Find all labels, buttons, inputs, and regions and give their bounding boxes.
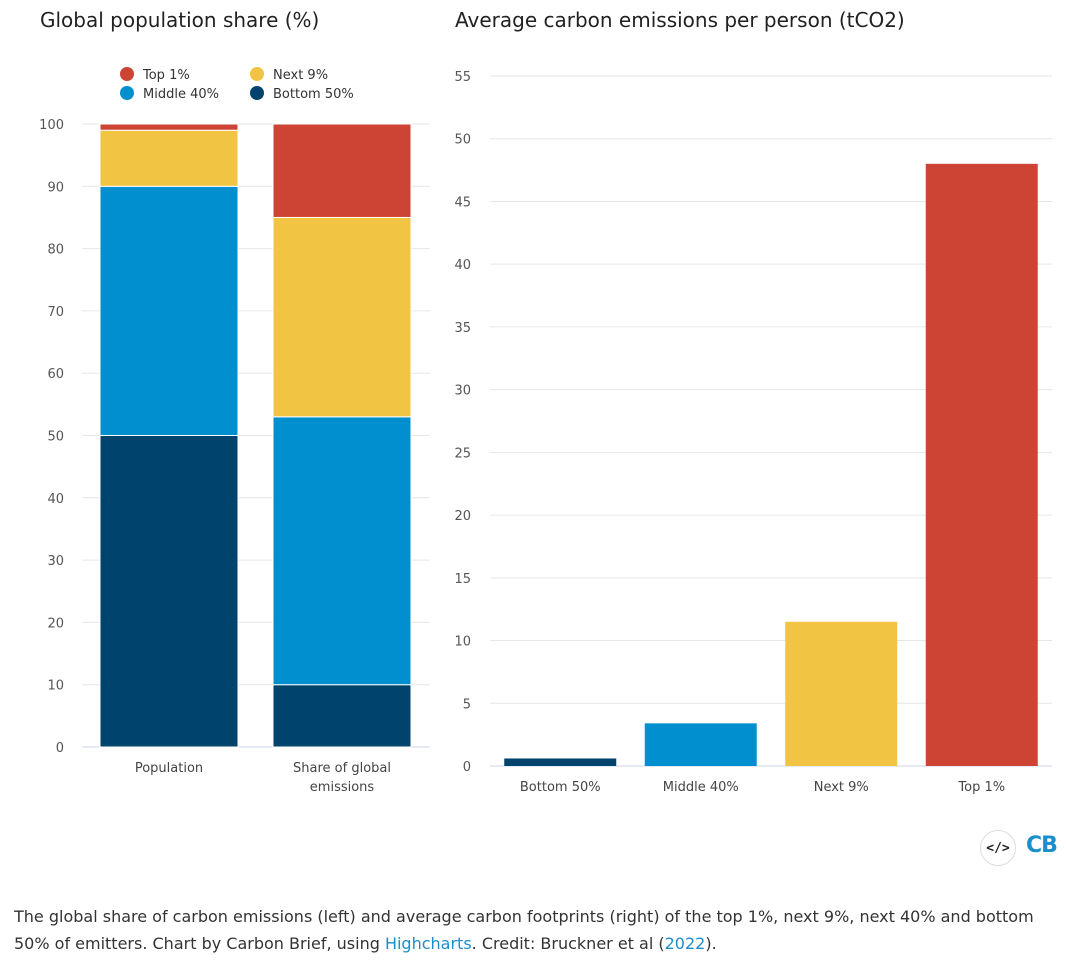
legend-marker [120, 86, 134, 100]
legend-marker [250, 86, 264, 100]
x-category-label: Population [135, 761, 203, 776]
x-category-label-line: Population [135, 761, 203, 776]
bar-segment [272, 123, 412, 218]
y-tick-label: 60 [47, 367, 64, 382]
chart-caption: The global share of carbon emissions (le… [14, 903, 1054, 957]
x-category-label: Bottom 50% [520, 780, 601, 795]
bar-segment [99, 129, 239, 187]
y-tick-label: 5 [463, 697, 471, 712]
legend-marker [250, 67, 264, 81]
chart-toolbar: </> CB [980, 830, 1060, 866]
x-category-label: Middle 40% [663, 780, 739, 795]
embed-code-button[interactable]: </> [980, 830, 1016, 866]
y-tick-label: 10 [454, 635, 471, 650]
y-tick-label: 80 [47, 243, 64, 258]
y-tick-label: 30 [454, 384, 471, 399]
y-tick-label: 40 [454, 258, 471, 273]
y-tick-label: 90 [47, 180, 64, 195]
y-tick-label: 50 [47, 430, 64, 445]
caption-text-1: The global share of carbon emissions (le… [14, 907, 1034, 953]
y-tick-label: 0 [56, 741, 64, 756]
y-tick-label: 100 [39, 118, 64, 133]
bar-segment [99, 435, 239, 748]
bar-segment [99, 123, 239, 131]
y-tick-label: 20 [454, 509, 471, 524]
y-tick-label: 15 [454, 572, 471, 587]
y-tick-label: 10 [47, 679, 64, 694]
y-tick-label: 0 [463, 760, 471, 775]
x-category-label: Top 1% [957, 780, 1005, 795]
x-category-label-line: emissions [310, 780, 375, 795]
right-chart-title: Average carbon emissions per person (tCO… [455, 8, 905, 32]
stacked-bar-chart: 0 10 20 30 40 50 60 70 80 90 100 Population Share of… [39, 67, 430, 795]
left-chart-title: Global population share (%) [40, 8, 320, 32]
bar [644, 723, 757, 766]
y-tick-label: 20 [47, 616, 64, 631]
source-year-link[interactable]: 2022 [664, 934, 706, 953]
y-tick-label: 70 [47, 305, 64, 320]
bar-segment [272, 684, 412, 748]
x-category-label: Share of global emissions [293, 761, 391, 795]
caption-text-2: . Credit: Bruckner et al ( [471, 934, 665, 953]
y-tick-label: 35 [454, 321, 471, 336]
y-tick-label: 50 [454, 133, 471, 148]
bar [925, 163, 1038, 766]
legend-item-label: Next 9% [273, 68, 328, 83]
bar [504, 758, 617, 766]
bar-segment [272, 416, 412, 686]
legend-item-label: Middle 40% [143, 87, 219, 102]
x-category-label: Next 9% [814, 780, 869, 795]
legend-item-label: Bottom 50% [273, 87, 354, 102]
bar-segment [272, 216, 412, 418]
x-category-label-line: Share of global [293, 761, 391, 776]
y-tick-label: 45 [454, 195, 471, 210]
y-tick-label: 30 [47, 554, 64, 569]
y-tick-label: 40 [47, 492, 64, 507]
carbon-brief-logo: CB [1026, 833, 1058, 858]
legend-marker [120, 67, 134, 81]
highcharts-link[interactable]: Highcharts [384, 934, 472, 953]
bar-chart: 0 5 10 15 20 25 30 35 40 45 50 55 Bottom 50% Middle 4… [454, 70, 1052, 795]
y-tick-label: 55 [454, 70, 471, 85]
bar [785, 621, 898, 766]
bar-segment [99, 185, 239, 436]
legend-item-label: Top 1% [142, 68, 190, 83]
caption-text-3: ). [705, 934, 717, 953]
y-tick-label: 25 [454, 446, 471, 461]
